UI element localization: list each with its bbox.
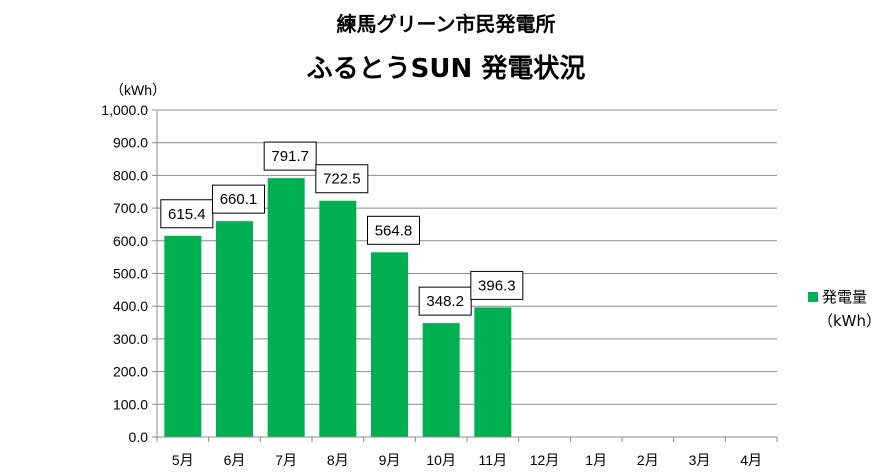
y-tick-label: 600.0 — [113, 233, 148, 249]
data-label-box — [160, 199, 214, 229]
data-label-box — [470, 270, 524, 300]
legend-swatch — [808, 292, 818, 302]
y-tick-label: 500.0 — [113, 266, 148, 282]
bar — [371, 252, 408, 437]
x-tick-label: 10月 — [426, 452, 456, 468]
x-tick-label: 4月 — [740, 452, 762, 468]
data-label: 791.7 — [271, 148, 309, 165]
y-tick-label: 800.0 — [113, 167, 148, 183]
bar — [319, 200, 357, 437]
bar — [474, 307, 512, 437]
legend: 発電量 （kWh） — [808, 288, 881, 330]
x-tick-label: 9月 — [379, 452, 401, 468]
y-axis-label: （kWh） — [110, 82, 166, 98]
bars — [164, 178, 512, 437]
data-label-box — [367, 215, 420, 245]
axes: 0.0 100.0 200.0 300.0 400.0 500.0 600.0 700.0 80… — [101, 102, 778, 468]
y-tick-label: 100.0 — [113, 396, 148, 412]
bar — [216, 221, 253, 437]
data-label: 348.2 — [426, 293, 464, 310]
x-tick-label: 11月 — [479, 452, 508, 468]
y-tick-label: 900.0 — [113, 135, 148, 151]
x-tick-label: 6月 — [224, 452, 246, 468]
legend-unit: （kWh） — [818, 312, 881, 330]
x-tick-label: 2月 — [637, 452, 659, 468]
chart-title: 練馬グリーン市民発電所 — [336, 12, 556, 36]
data-label: 722.5 — [323, 171, 361, 188]
data-label: 660.1 — [220, 191, 258, 208]
y-tick-label: 700.0 — [113, 200, 148, 216]
x-tick-label: 8月 — [327, 452, 349, 468]
bar — [164, 235, 202, 437]
x-tick-label: 7月 — [275, 452, 297, 468]
y-tick-label: 400.0 — [113, 298, 148, 314]
grid-lines — [157, 109, 777, 405]
y-tick-label: 300.0 — [113, 331, 148, 347]
data-label-box — [418, 286, 472, 316]
chart-subtitle: ふるとうSUN 発電状況 — [306, 54, 586, 84]
x-tick-label: 12月 — [530, 452, 560, 468]
data-label-box — [212, 184, 265, 214]
y-tick-label: 200.0 — [113, 364, 148, 380]
data-label: 615.4 — [168, 206, 206, 223]
x-tick-label: 5月 — [172, 452, 194, 468]
data-label-box — [263, 141, 317, 171]
y-tick-label: 0.0 — [129, 429, 149, 445]
bar — [422, 323, 460, 437]
y-tick-label: 1,000.0 — [101, 102, 148, 118]
legend-label: 発電量 — [822, 288, 867, 306]
data-label: 564.8 — [375, 222, 413, 239]
x-tick-label: 1月 — [585, 452, 607, 468]
data-label: 396.3 — [478, 277, 516, 294]
bar — [267, 178, 305, 437]
data-label-box — [315, 164, 369, 194]
x-tick-label: 3月 — [689, 452, 711, 468]
data-labels: 615.4 660.1 791.7 722.5 564.8 348.2 396.3 — [160, 141, 524, 316]
